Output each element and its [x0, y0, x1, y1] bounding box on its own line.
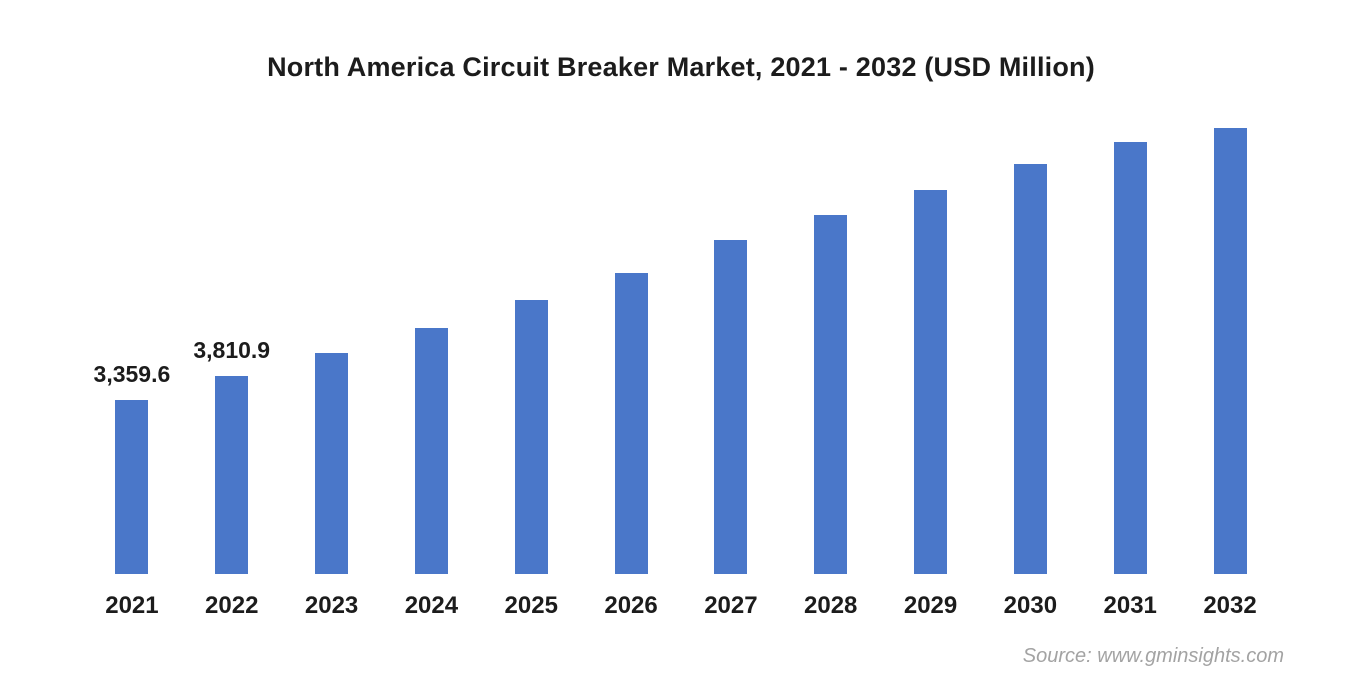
bar-2027 [714, 239, 748, 574]
bar-column-2026 [581, 97, 681, 574]
bar-2032 [1213, 127, 1247, 574]
bar-2026 [614, 272, 648, 574]
bar-column-2031 [1080, 97, 1180, 574]
bar-column-2023 [282, 97, 382, 574]
bar-2031 [1113, 141, 1147, 574]
x-tick-label-2029: 2029 [903, 592, 958, 619]
source-credit: Source: www.gminsights.com [1022, 645, 1284, 667]
data-label-2021: 3,359.6 [93, 360, 171, 387]
bar-column-2027 [681, 97, 781, 574]
bar-2024 [414, 327, 448, 574]
x-tick-label-2025: 2025 [504, 592, 558, 619]
x-tick-label-2027: 2027 [704, 592, 758, 619]
x-tick-label-2032: 2032 [1203, 592, 1257, 619]
bar-column-2025 [481, 97, 581, 574]
bar-column-2030 [980, 97, 1080, 574]
bar-column-2021: 3,359.6 [82, 97, 182, 574]
bar-2029 [914, 189, 948, 574]
x-tick-label-2022: 2022 [205, 592, 259, 619]
x-tick-label-2021: 2021 [105, 592, 159, 619]
bar-column-2032 [1180, 97, 1280, 574]
x-tick-label-2024: 2024 [404, 592, 459, 619]
x-tick-label-2031: 2031 [1103, 592, 1157, 619]
bar-column-2024 [381, 97, 481, 574]
bar-2030 [1013, 163, 1047, 574]
bar-2023 [315, 352, 349, 574]
bar-2021 [115, 399, 149, 574]
x-axis: 2021 2022 2023 2024 2025 2026 2027 2028 2029 2030… [82, 592, 1280, 620]
bar-2028 [814, 214, 848, 574]
x-tick-label-2026: 2026 [604, 592, 658, 619]
data-label-2022: 3,810.9 [193, 337, 271, 364]
bar-column-2029 [881, 97, 981, 574]
bar-2025 [514, 299, 548, 574]
x-tick-label-2030: 2030 [1003, 592, 1058, 619]
x-tick-label-2023: 2023 [304, 592, 359, 619]
bar-column-2028 [781, 97, 881, 574]
chart-title: North America Circuit Breaker Market, 20… [267, 52, 1095, 82]
bar-column-2022: 3,810.9 [182, 97, 282, 574]
bar-2022 [215, 376, 249, 574]
plot-area: 3,359.6 3,810.9 [82, 97, 1280, 574]
x-tick-label-2028: 2028 [804, 592, 858, 619]
